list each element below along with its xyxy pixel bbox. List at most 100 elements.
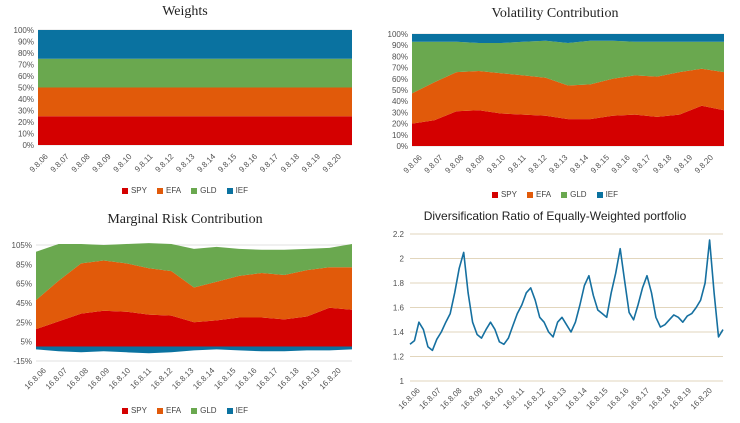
y-tick-label: 30%: [18, 107, 34, 116]
y-tick-label: 1.8: [393, 279, 405, 288]
series-area-efa: [412, 68, 724, 124]
weights-chart: Weights 0% 10% 20% 30% 40% 50% 60% 70% 80% 90% 100…: [0, 0, 370, 205]
legend-label-gld: GLD: [570, 190, 587, 199]
y-tick-label: 70%: [18, 61, 34, 70]
volatility-title: Volatility Contribution: [491, 6, 619, 21]
y-tick-label: 70%: [392, 64, 408, 73]
legend-swatch-spy: [121, 187, 128, 194]
x-tick-label: 9.8.06: [28, 152, 50, 174]
x-tick-label: 9.8.17: [631, 153, 653, 175]
x-tick-label: 16.8.16: [233, 366, 259, 392]
legend-swatch-gld: [191, 187, 198, 194]
y-tick-label: 50%: [392, 86, 408, 95]
x-tick-label: 16.8.08: [65, 366, 91, 392]
legend-swatch-spy: [121, 407, 128, 414]
legend-label-efa: EFA: [165, 186, 182, 195]
x-tick-label: 9.8.09: [464, 153, 486, 175]
x-tick-label: 9.8.07: [49, 152, 71, 174]
x-tick-label: 9.8.08: [70, 152, 92, 174]
x-tick-label: 9.8.11: [506, 153, 528, 175]
legend-label-ief: IEF: [235, 186, 249, 195]
x-tick-label: 16.8.14: [564, 386, 590, 412]
legend-label-spy: SPY: [500, 190, 517, 199]
x-tick-label: 16.8.15: [212, 366, 238, 392]
x-tick-label: 9.8.18: [279, 152, 301, 174]
y-tick-label: 40%: [18, 95, 34, 104]
legend-item-gld: GLD: [191, 186, 217, 195]
legend-swatch-gld: [191, 407, 198, 414]
legend-item-gld: GLD: [561, 190, 587, 199]
y-tick-label: 60%: [392, 75, 408, 84]
y-tick-label: 40%: [392, 97, 408, 106]
legend-item-ief: IEF: [226, 186, 249, 195]
x-tick-label: 9.8.20: [321, 152, 343, 174]
y-tick-label: 1.6: [393, 304, 405, 313]
x-tick-label: 16.8.12: [149, 366, 175, 392]
x-tick-label: 9.8.15: [589, 153, 611, 175]
x-tick-label: 9.8.20: [693, 153, 715, 175]
x-tick-label: 9.8.12: [153, 152, 175, 174]
y-tick-label: 100%: [14, 26, 34, 35]
x-tick-label: 16.8.10: [107, 366, 133, 392]
y-tick-label: 0%: [22, 141, 34, 150]
x-tick-label: 9.8.18: [651, 153, 673, 175]
x-tick-label: 9.8.08: [443, 153, 465, 175]
legend-swatch-ief: [226, 187, 233, 194]
x-tick-label: 16.8.08: [438, 386, 464, 412]
x-tick-label: 16.8.17: [254, 366, 280, 392]
legend-swatch-spy: [491, 191, 498, 198]
series-area-ief: [38, 30, 352, 59]
legend-label-spy: SPY: [130, 186, 147, 195]
x-tick-label: 9.8.15: [216, 152, 238, 174]
x-tick-label: 16.8.16: [605, 386, 631, 412]
x-tick-label: 16.8.12: [522, 386, 548, 412]
y-tick-label: 20%: [18, 118, 34, 127]
x-tick-label: 16.8.06: [23, 366, 49, 392]
series-area-gld: [412, 40, 724, 94]
diversification-plot: 11.21.41.61.822.216.8.0616.8.0716.8.0816…: [393, 230, 724, 412]
y-tick-label: 10%: [18, 130, 34, 139]
legend-swatch-ief: [226, 407, 233, 414]
volatility-plot: 0%10%20%30%40%50%60%70%80%90%100%9.8.069…: [388, 30, 724, 175]
diversification-title: Diversification Ratio of Equally-Weighte…: [423, 209, 687, 223]
y-tick-label: 5%: [20, 338, 32, 347]
series-area-spy: [38, 116, 352, 145]
weights-legend: SPY EFA GLD IEF: [0, 186, 370, 195]
x-tick-label: 9.8.14: [195, 152, 217, 174]
x-tick-label: 16.8.14: [191, 366, 217, 392]
y-tick-label: 2.2: [393, 230, 405, 239]
x-tick-label: 9.8.09: [91, 152, 113, 174]
series-area-ief: [412, 34, 724, 43]
x-tick-label: 16.8.19: [297, 366, 323, 392]
diversification-chart: Diversification Ratio of Equally-Weighte…: [370, 205, 740, 423]
marginal-risk-chart: Marginal Risk Contribution -15% 5% 25% 45% 6…: [0, 205, 370, 423]
marginal-risk-title: Marginal Risk Contribution: [107, 212, 263, 227]
marginal-risk-legend: SPY EFA GLD IEF: [0, 406, 370, 415]
weights-plot: 0%10%20%30%40%50%60%70%80%90%100%9.8.069…: [14, 26, 352, 174]
x-tick-label: 9.8.06: [402, 153, 424, 175]
legend-item-efa: EFA: [156, 186, 182, 195]
weights-title: Weights: [162, 4, 208, 19]
legend-label-gld: GLD: [200, 406, 217, 415]
legend-swatch-gld: [561, 191, 568, 198]
series-area-spy: [36, 307, 352, 347]
y-tick-label: 2: [400, 255, 405, 264]
series-area-ief: [36, 346, 352, 354]
legend-swatch-ief: [596, 191, 603, 198]
marginal-risk-plot: -15%5%25%45%65%85%105%16.8.0616.8.0716.8…: [12, 241, 352, 392]
y-tick-label: 10%: [392, 131, 408, 140]
legend-label-spy: SPY: [130, 406, 147, 415]
x-tick-label: 16.8.18: [276, 366, 302, 392]
x-tick-label: 9.8.11: [133, 152, 155, 174]
y-tick-label: 90%: [392, 41, 408, 50]
x-tick-label: 16.8.06: [397, 386, 423, 412]
x-tick-label: 9.8.19: [672, 153, 694, 175]
x-tick-label: 9.8.14: [568, 153, 590, 175]
y-tick-label: 1.2: [393, 353, 405, 362]
x-tick-label: 16.8.20: [318, 366, 344, 392]
y-tick-label: 1: [400, 377, 405, 386]
x-tick-label: 9.8.16: [237, 152, 259, 174]
legend-label-ief: IEF: [605, 190, 619, 199]
series-area-efa: [38, 87, 352, 117]
x-tick-label: 16.8.09: [86, 366, 112, 392]
